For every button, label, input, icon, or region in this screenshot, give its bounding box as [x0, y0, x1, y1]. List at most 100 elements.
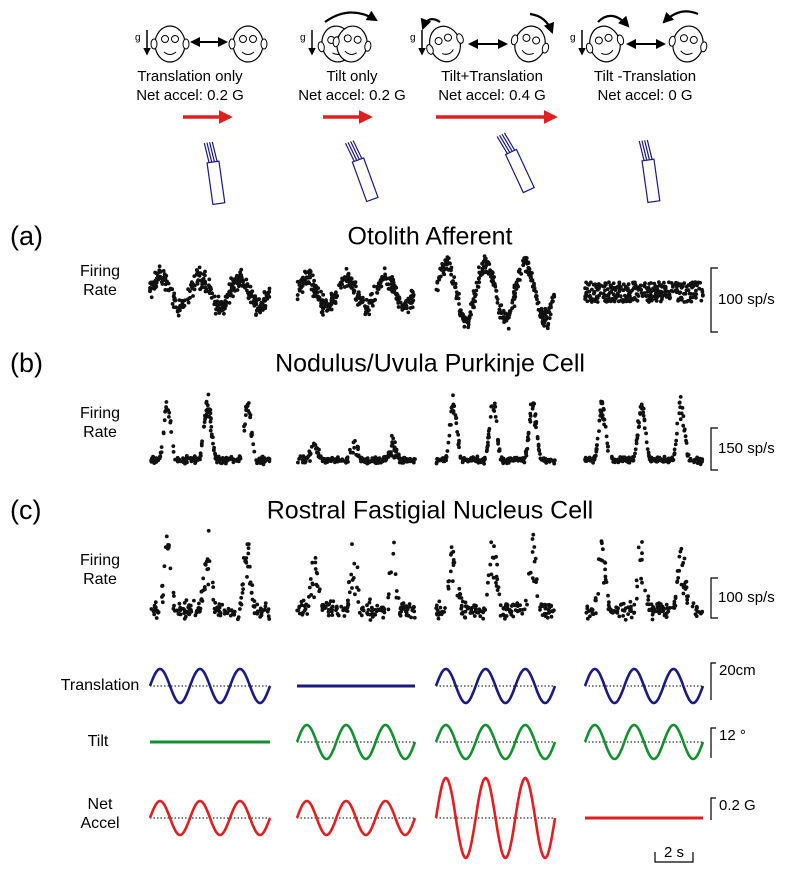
spike-dot	[304, 281, 309, 285]
spike-dot	[204, 401, 209, 405]
spike-dot	[498, 457, 503, 462]
spike-dot	[504, 607, 509, 612]
spike-dot	[381, 615, 386, 620]
spike-dot	[644, 431, 648, 436]
spike-dot	[389, 282, 394, 287]
spike-dot	[388, 277, 393, 282]
head	[589, 25, 621, 63]
spike-dot	[645, 289, 650, 294]
spike-dot	[319, 289, 323, 294]
spike-dot	[610, 287, 615, 291]
spike-dot	[647, 602, 651, 607]
spike-dot	[640, 294, 645, 298]
spike-dot	[617, 458, 622, 463]
spike-dot	[645, 298, 650, 303]
spike-dot	[587, 289, 592, 294]
spike-dot	[336, 613, 341, 618]
trace-label-box: Net Accel	[80, 796, 119, 832]
spike-dot	[641, 406, 646, 411]
spike-dot	[629, 615, 634, 620]
spike-dot	[202, 420, 207, 424]
spike-dot	[154, 616, 159, 620]
spike-dot	[313, 560, 318, 565]
spike-dot	[679, 582, 684, 587]
spike-dot	[349, 286, 354, 290]
spike-dot	[675, 569, 680, 573]
spike-dot	[248, 284, 253, 289]
spike-dot	[657, 280, 661, 285]
spike-dot	[437, 275, 442, 280]
spike-dot	[686, 453, 691, 457]
spike-dot	[585, 286, 589, 291]
spike-dot	[368, 459, 373, 464]
spike-dot	[183, 298, 187, 303]
spike-dot	[350, 586, 354, 590]
spike-dot	[684, 284, 689, 289]
spike-dot	[321, 306, 326, 311]
spike-dot	[300, 290, 305, 294]
spike-dot	[436, 616, 441, 621]
spike-dot	[207, 291, 212, 296]
eye	[443, 33, 452, 42]
spike-dot	[471, 305, 475, 310]
spike-dot	[295, 297, 300, 302]
spike-dot	[153, 607, 158, 612]
spike-dot	[671, 285, 675, 289]
net-accel: Net accel: 0 G	[597, 87, 692, 104]
spike-dot	[394, 595, 399, 600]
spike-dot	[477, 270, 482, 275]
spike-dot	[356, 600, 361, 604]
spike-dot	[346, 271, 351, 276]
spike-dot	[242, 428, 247, 433]
spike-dot	[177, 601, 182, 606]
spike-dot	[389, 570, 393, 575]
spike-dot	[303, 460, 307, 465]
spike-dot	[212, 445, 217, 450]
spike-dot	[457, 445, 461, 450]
spike-dot	[525, 270, 530, 275]
spike-dot	[295, 293, 300, 297]
spike-dot	[628, 599, 633, 604]
spike-dot	[444, 266, 449, 271]
spike-dot	[197, 265, 202, 270]
spike-dot	[303, 269, 307, 274]
spike-dot	[691, 284, 696, 289]
spike-dot	[534, 294, 538, 299]
spike-dot	[306, 454, 311, 458]
spike-dot	[216, 454, 221, 459]
spike-dot	[690, 604, 695, 609]
spike-dot	[259, 612, 264, 617]
spike-dot	[457, 309, 462, 314]
spike-dot	[447, 579, 451, 583]
spike-dot	[198, 287, 203, 292]
spike-dot	[700, 289, 705, 294]
spike-dot	[495, 562, 499, 567]
spike-dot	[515, 457, 520, 462]
spike-dot	[241, 582, 245, 586]
spike-dot	[307, 594, 311, 599]
ear	[456, 33, 464, 44]
spike-dot	[316, 296, 321, 301]
hair-cell	[638, 140, 645, 161]
spike-dot	[633, 451, 637, 456]
y-label-box: Firing Rate	[80, 263, 120, 299]
spike-dot	[160, 584, 164, 588]
spike-dot	[185, 456, 190, 461]
spike-dot	[323, 302, 327, 307]
otolith-rod	[496, 132, 535, 194]
spike-dot	[526, 431, 531, 436]
hair-cell	[211, 141, 218, 162]
spike-dot	[183, 614, 188, 619]
spike-dot	[472, 603, 477, 608]
spike-dot	[649, 281, 653, 285]
spike-dot	[493, 415, 498, 419]
spike-dot	[152, 461, 157, 465]
spike-dot	[543, 312, 547, 317]
spike-dot	[209, 434, 214, 439]
eye	[532, 36, 541, 45]
spike-dot	[297, 283, 302, 287]
spike-dot	[321, 292, 326, 297]
spike-dot	[597, 293, 601, 298]
spike-dot	[239, 595, 244, 600]
spike-dot	[596, 592, 601, 596]
